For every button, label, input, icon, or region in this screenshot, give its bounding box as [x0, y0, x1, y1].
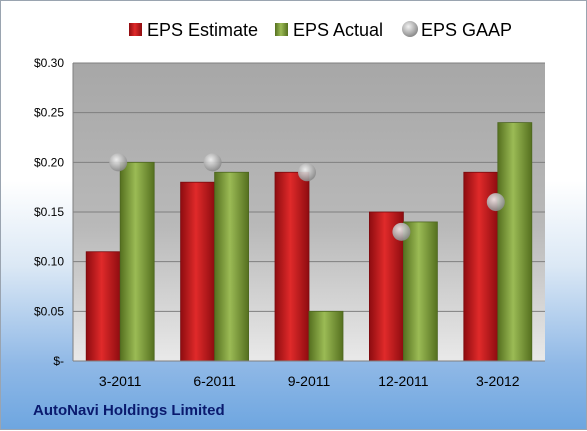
bar-eps-actual — [308, 310, 344, 362]
bars — [85, 122, 533, 362]
gaap-markers — [109, 153, 505, 241]
x-tick-label: 9-2011 — [288, 373, 331, 389]
y-tick-label: $0.10 — [34, 255, 64, 269]
legend-label: EPS Estimate — [147, 20, 258, 40]
x-tick-label: 6-2011 — [193, 373, 236, 389]
bar-eps-actual — [214, 171, 250, 362]
marker-eps-gaap — [203, 153, 222, 172]
legend-swatch — [129, 23, 142, 36]
y-tick-label: $- — [53, 354, 64, 368]
marker-eps-gaap — [486, 193, 505, 212]
y-axis: $- $0.05 $0.10 $0.15 $0.20 $0.25 $0.30 — [34, 56, 74, 368]
bar-eps-estimate — [85, 251, 121, 362]
x-tick-label: 3-2011 — [99, 373, 142, 389]
bar-eps-estimate — [274, 171, 310, 362]
marker-eps-gaap — [392, 222, 411, 241]
x-axis: 3-2011 6-2011 9-2011 12-2011 3-2012 — [73, 360, 545, 389]
y-tick-label: $0.20 — [34, 155, 64, 169]
x-tick-label: 12-2011 — [378, 373, 429, 389]
legend-label: EPS GAAP — [421, 20, 512, 40]
y-tick-label: $0.25 — [34, 106, 64, 120]
bar-eps-actual — [497, 122, 533, 362]
company-name: AutoNavi Holdings Limited — [33, 402, 225, 419]
legend-label: EPS Actual — [293, 20, 383, 40]
y-tick-label: $0.30 — [34, 56, 64, 70]
bar-eps-estimate — [180, 181, 216, 362]
marker-eps-gaap — [298, 163, 316, 182]
bar-eps-actual — [402, 221, 438, 362]
marker-eps-gaap — [109, 153, 128, 172]
y-tick-label: $0.05 — [34, 304, 64, 318]
bar-eps-actual — [119, 161, 155, 362]
legend-swatch — [275, 23, 288, 36]
legend: EPS Estimate EPS Actual EPS GAAP — [129, 20, 512, 40]
y-tick-label: $0.15 — [34, 205, 64, 219]
legend-swatch — [402, 21, 418, 37]
x-tick-label: 3-2012 — [476, 373, 520, 389]
